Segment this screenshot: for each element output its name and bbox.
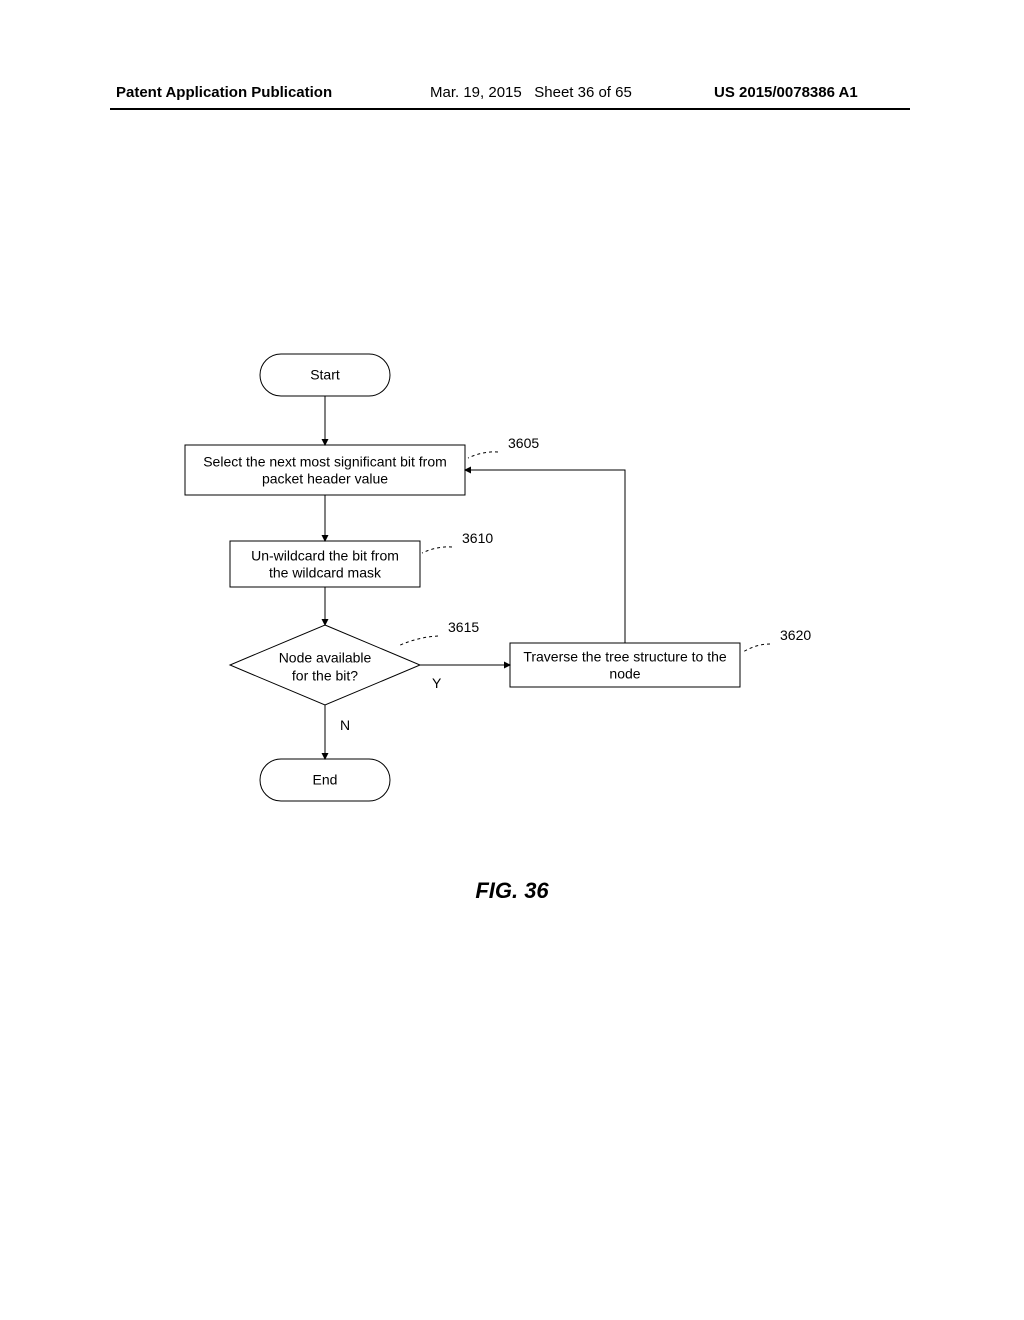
- n3620-refnum: 3620: [780, 627, 811, 643]
- n3605-label-l1: Select the next most significant bit fro…: [203, 454, 447, 470]
- edge: [465, 470, 625, 643]
- end-label: End: [313, 772, 338, 788]
- n3620-leader: [743, 644, 770, 652]
- edge-label: N: [340, 717, 350, 733]
- n3610-refnum: 3610: [462, 530, 493, 546]
- page: Patent Application Publication Mar. 19, …: [0, 0, 1024, 1320]
- start-label: Start: [310, 367, 340, 383]
- n3610-label-l2: the wildcard mask: [269, 565, 382, 581]
- n3605-label-l2: packet header value: [262, 471, 388, 487]
- n3610-leader: [422, 547, 452, 553]
- n3620-label-l1: Traverse the tree structure to the: [523, 649, 727, 665]
- flowchart: Start Select the next most significant bi…: [0, 0, 1024, 1320]
- n3605-refnum: 3605: [508, 435, 539, 451]
- n3620-label-l2: node: [609, 666, 640, 682]
- figure-caption: FIG. 36: [0, 878, 1024, 904]
- edge-label: Y: [432, 675, 442, 691]
- n3615-leader: [398, 636, 438, 646]
- n3610-label-l1: Un-wildcard the bit from: [251, 548, 399, 564]
- n3615-label-l1: Node available: [279, 650, 372, 666]
- n3615-label-l2: for the bit?: [292, 668, 358, 684]
- n3605-leader: [468, 452, 498, 458]
- n3615-refnum: 3615: [448, 619, 479, 635]
